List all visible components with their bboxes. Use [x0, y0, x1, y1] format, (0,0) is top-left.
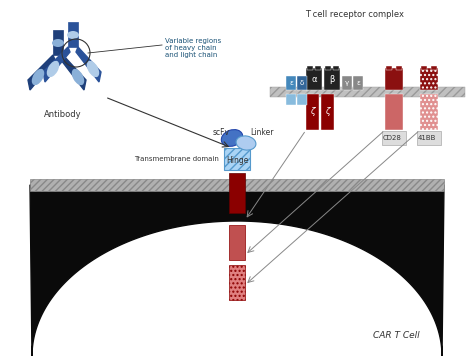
Bar	[297, 94, 307, 105]
Bar	[420, 68, 438, 90]
Text: α: α	[311, 74, 317, 84]
Bar	[307, 66, 313, 70]
Ellipse shape	[87, 61, 99, 77]
Bar	[421, 66, 427, 70]
Bar	[306, 68, 322, 90]
Bar	[325, 66, 331, 70]
Polygon shape	[30, 185, 444, 356]
Ellipse shape	[236, 136, 256, 150]
Text: Variable regions
of heavy chain
and light chain: Variable regions of heavy chain and ligh…	[165, 38, 221, 58]
Bar	[324, 68, 340, 90]
Polygon shape	[28, 55, 55, 90]
Ellipse shape	[47, 61, 59, 77]
Bar	[385, 68, 403, 90]
Bar	[315, 66, 321, 70]
Text: β: β	[329, 74, 335, 84]
Bar	[229, 173, 245, 213]
Polygon shape	[61, 55, 86, 90]
FancyBboxPatch shape	[417, 131, 441, 145]
Bar	[297, 76, 307, 90]
Bar	[68, 22, 78, 47]
Bar	[385, 94, 403, 130]
Bar	[431, 66, 437, 70]
Text: Transmembrane domain: Transmembrane domain	[134, 156, 219, 162]
Ellipse shape	[221, 130, 243, 146]
Text: ε: ε	[289, 80, 293, 86]
Text: 41BB: 41BB	[418, 135, 436, 141]
Ellipse shape	[72, 69, 84, 85]
FancyBboxPatch shape	[382, 131, 406, 145]
Polygon shape	[43, 47, 70, 82]
Ellipse shape	[52, 39, 64, 47]
Text: CAR T Cell: CAR T Cell	[374, 331, 420, 340]
Bar	[229, 225, 245, 260]
Text: T cell receptor complex: T cell receptor complex	[306, 10, 404, 19]
Text: δ: δ	[300, 80, 304, 86]
Bar	[342, 76, 352, 90]
Bar	[396, 66, 402, 70]
Bar	[386, 66, 392, 70]
Text: γ: γ	[345, 80, 349, 86]
Bar	[420, 94, 438, 130]
Bar	[270, 87, 465, 97]
Bar	[353, 76, 363, 90]
Bar	[53, 30, 63, 55]
Bar	[286, 76, 296, 90]
Text: ζ: ζ	[325, 108, 330, 116]
Bar	[333, 66, 339, 70]
Text: Antibody: Antibody	[44, 110, 82, 119]
Bar	[229, 265, 245, 300]
Text: Linker: Linker	[250, 128, 273, 137]
Polygon shape	[76, 47, 101, 82]
Text: scFv: scFv	[213, 128, 230, 137]
Ellipse shape	[67, 31, 79, 39]
Text: CD28: CD28	[383, 135, 401, 141]
Text: ε: ε	[356, 80, 360, 86]
Bar	[30, 179, 444, 191]
Bar	[321, 94, 334, 130]
Bar	[286, 94, 296, 105]
Bar	[224, 148, 250, 170]
Bar	[306, 94, 319, 130]
Ellipse shape	[32, 69, 44, 85]
Text: Hinge: Hinge	[226, 156, 248, 165]
Text: ζ: ζ	[310, 108, 315, 116]
